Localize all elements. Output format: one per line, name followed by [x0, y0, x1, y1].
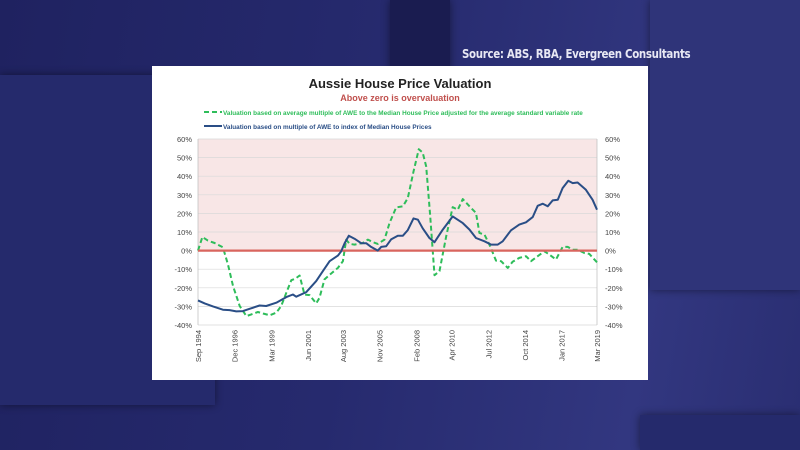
y-tick-label-right: 40%	[605, 172, 620, 181]
y-tick-label-left: -30%	[174, 302, 192, 311]
x-tick-label: Jul 2012	[484, 330, 493, 358]
x-tick-label: Sep 1994	[194, 330, 203, 362]
chart-card: Aussie House Price Valuation Above zero …	[152, 66, 648, 380]
series-line-dashed	[197, 148, 598, 318]
chart-title: Aussie House Price Valuation	[309, 76, 492, 91]
plot-area: 60% 60% 50% 50% 40% 40% 30% 30% 20% 20% 10% 10% 0% 0%…	[174, 135, 622, 362]
chart-subtitle: Above zero is overvaluation	[340, 93, 460, 103]
x-tick-label: Dec 1996	[231, 330, 240, 362]
y-tick-label-right: -10%	[605, 265, 623, 274]
x-tick-label: Oct 2014	[521, 330, 530, 360]
y-tick-label-left: 40%	[177, 172, 192, 181]
x-tick-label: Aug 2003	[339, 330, 348, 362]
x-tick-label: Jun 2001	[304, 330, 313, 361]
y-tick-label-right: -30%	[605, 302, 623, 311]
y-tick-label-left: -10%	[174, 265, 192, 274]
y-tick-label-left: -40%	[174, 321, 192, 330]
legend-label-series-1: Valuation based on average multiple of A…	[223, 110, 583, 117]
y-tick-label-right: 0%	[605, 247, 616, 256]
y-tick-label-left: 0%	[181, 247, 192, 256]
legend-label-series-2: Valuation based on multiple of AWE to in…	[223, 124, 432, 131]
background-panel	[390, 0, 450, 70]
background-panel	[650, 0, 800, 290]
x-tick-label: Mar 2019	[593, 330, 602, 362]
y-tick-label-right: 20%	[605, 209, 620, 218]
y-tick-label-right: 60%	[605, 135, 620, 144]
series-line-solid	[197, 179, 598, 313]
y-tick-label-right: 50%	[605, 154, 620, 163]
y-tick-label-left: 50%	[177, 154, 192, 163]
background-panel	[640, 415, 800, 450]
source-caption: Source: ABS, RBA, Evergreen Consultants	[462, 46, 691, 61]
y-tick-label-right: 10%	[605, 228, 620, 237]
x-tick-label: Mar 1999	[267, 330, 276, 362]
x-tick-label: Apr 2010	[448, 330, 457, 360]
y-tick-label-right: -40%	[605, 321, 623, 330]
x-tick-label: Jan 2017	[558, 330, 567, 361]
y-tick-label-left: 30%	[177, 191, 192, 200]
x-tick-label: Nov 2005	[376, 330, 385, 362]
chart-svg: Aussie House Price Valuation Above zero …	[174, 76, 622, 362]
y-tick-label-left: 20%	[177, 209, 192, 218]
legend: Valuation based on average multiple of A…	[204, 110, 583, 131]
y-tick-label-left: 10%	[177, 228, 192, 237]
x-tick-label: Feb 2008	[412, 330, 421, 362]
y-tick-label-right: 30%	[605, 191, 620, 200]
y-tick-label-left: 60%	[177, 135, 192, 144]
y-tick-label-right: -20%	[605, 284, 623, 293]
y-tick-label-left: -20%	[174, 284, 192, 293]
